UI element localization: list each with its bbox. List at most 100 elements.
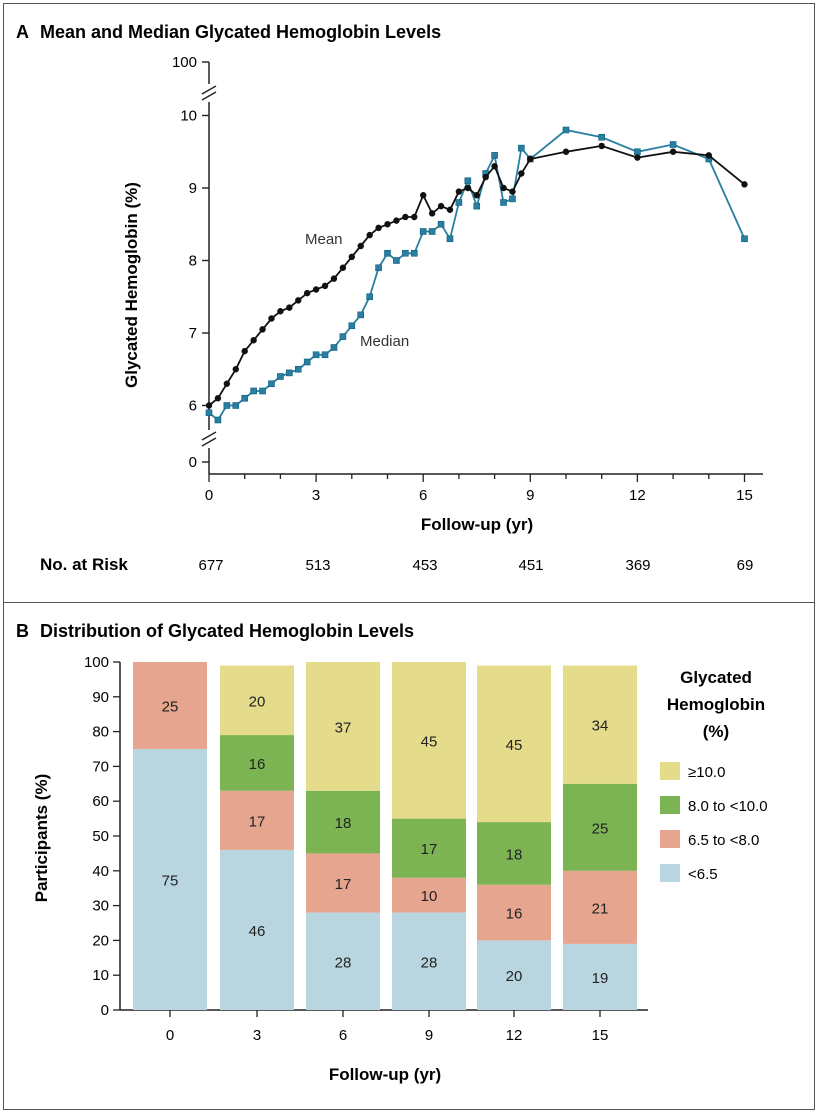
panel-b-y-tick-label: 0 [101,1002,109,1019]
bar-segment [392,662,466,819]
median-point [277,373,284,380]
median-point [669,141,677,148]
panel-a-y-tick-label: 10 [180,108,197,125]
mean-point [518,170,525,177]
bar-segment-label: 28 [421,954,438,971]
bar-segment [220,790,294,850]
median-point [339,333,347,340]
panel-b-y-tick-label: 20 [92,932,109,949]
panel-b-x-tick-label: 0 [166,1027,174,1044]
mean-point [437,202,445,210]
bar-segment-label: 16 [249,756,266,773]
median-point [357,311,365,319]
legend-swatch [660,796,680,814]
bar-segment [477,884,551,941]
mean-point [241,347,248,355]
bar-segment-label: 16 [506,906,523,923]
bar-segment-label: 75 [162,873,179,890]
median-point [562,126,570,134]
panel-b-x-tick-label: 15 [592,1027,609,1044]
panel-a-axis-break [201,437,217,447]
mean-point [464,184,472,192]
bar-segment [563,870,637,944]
at-risk-count: 69 [737,557,754,574]
panel-a-x-tick-label: 6 [419,487,427,504]
mean-point [455,188,463,195]
bar-segment-label: 19 [592,970,609,987]
median-point [205,409,213,417]
median-point [286,369,293,377]
mean-point [357,242,364,250]
bar-segment [563,665,637,784]
mean-point [669,148,677,155]
median-point [393,257,400,264]
median-point [634,148,641,156]
legend-label: <6.5 [688,866,718,883]
median-point [598,133,606,141]
bar-segment-label: 45 [421,733,438,750]
median-point [375,264,382,272]
mean-point [259,326,266,333]
panel-b-x-tick-label: 9 [425,1027,433,1044]
median-point [509,195,516,203]
mean-point [286,304,293,311]
panel-b-x-tick-label: 3 [253,1027,261,1044]
legend-label: 8.0 to <10.0 [688,798,768,815]
bar-segment [220,735,294,791]
bar-segment-label: 21 [592,900,609,917]
panel-a-x-tick-label: 9 [526,487,534,504]
bar-segment [220,665,294,736]
panel-a-y-tick-label: 0 [189,454,197,471]
median-series-label: Median [360,333,409,350]
panel-a-letter: A [16,22,29,42]
bar-segment [563,783,637,871]
mean-point [500,184,507,192]
panel-b-x-axis-label: Follow-up (yr) [329,1065,441,1084]
bar-segment-label: 17 [249,813,266,830]
bar-segment-label: 45 [506,737,523,754]
bar-segment-label: 18 [335,815,352,832]
at-risk-row: 677 513 453 451 369 69 [198,557,753,574]
median-point [232,402,240,409]
mean-line [208,144,746,407]
mean-point [446,206,454,213]
bar-segment [133,662,207,749]
median-point [259,387,266,395]
median-point [500,199,507,206]
median-point [473,202,481,210]
panel-b-bars: 75 25 46 17 16 20 28 17 18 37 28 10 17 45 20 16 18 45 19 21… [133,662,637,1010]
panel-a-series [205,126,748,424]
mean-point [321,282,329,290]
legend-label: ≥10.0 [688,764,725,781]
median-point [294,365,302,373]
panel-a-axis-break [201,85,217,95]
at-risk-label: No. at Risk [40,555,128,574]
mean-point [741,181,748,188]
mean-point [393,217,400,224]
bar-segment [477,665,551,823]
median-point [446,235,454,243]
bar-segment [477,940,551,1010]
panel-a-y-tick-label: 8 [189,253,197,270]
median-point [464,177,472,185]
median-point [312,351,320,359]
median-point [223,402,231,409]
mean-point [428,210,436,217]
median-point [402,249,409,257]
median-point [268,380,275,388]
bar-segment-label: 17 [421,841,438,858]
mean-point [223,380,231,387]
mean-point [482,173,489,181]
median-point [410,249,418,257]
at-risk-count: 513 [305,557,330,574]
mean-point [339,264,347,271]
bar-segment [477,822,551,885]
legend-title: Glycated Hemoglobin (%) [667,668,765,741]
bar-segment-label: 10 [421,888,438,905]
bar-segment [220,849,294,1010]
panel-b-y-tick-label: 90 [92,689,109,706]
bar-segment-label: 28 [335,954,352,971]
legend-label: 6.5 to <8.0 [688,832,759,849]
bar-segment-label: 46 [249,923,266,940]
bar-segment [306,912,380,1010]
